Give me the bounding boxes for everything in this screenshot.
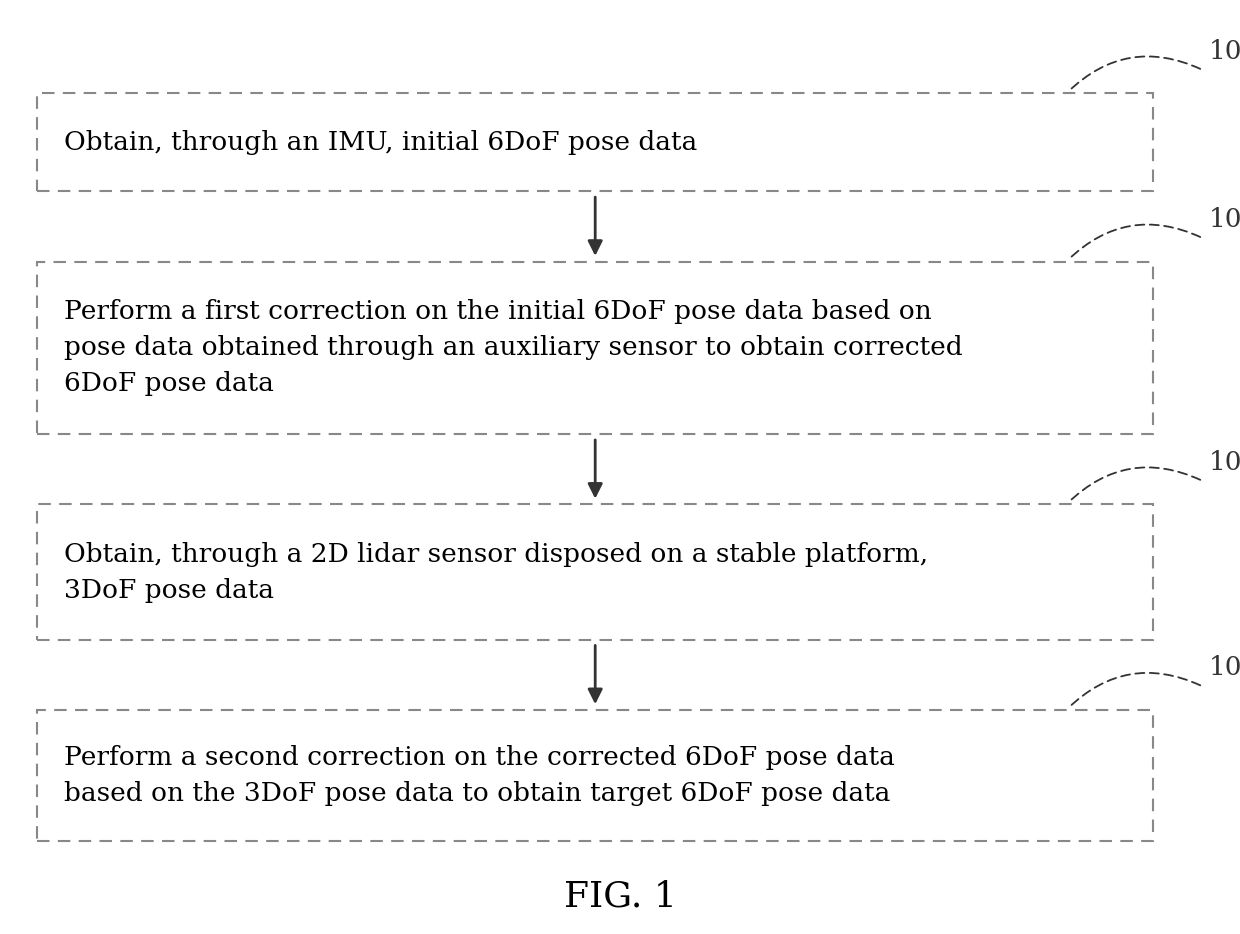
- Bar: [37, 504, 1153, 640]
- Text: 101: 101: [1209, 39, 1240, 64]
- Bar: [37, 93, 1153, 191]
- Text: FIG. 1: FIG. 1: [563, 880, 677, 913]
- Text: Perform a second correction on the corrected 6DoF pose data
based on the 3DoF po: Perform a second correction on the corre…: [64, 744, 895, 806]
- Bar: [37, 710, 1153, 841]
- Text: 104: 104: [1209, 656, 1240, 680]
- Bar: [37, 262, 1153, 434]
- Text: 103: 103: [1209, 450, 1240, 474]
- Text: 102: 102: [1209, 207, 1240, 232]
- Text: Perform a first correction on the initial 6DoF pose data based on
pose data obta: Perform a first correction on the initia…: [64, 300, 963, 396]
- Text: Obtain, through a 2D lidar sensor disposed on a stable platform,
3DoF pose data: Obtain, through a 2D lidar sensor dispos…: [64, 542, 929, 602]
- Text: Obtain, through an IMU, initial 6DoF pose data: Obtain, through an IMU, initial 6DoF pos…: [64, 130, 698, 155]
